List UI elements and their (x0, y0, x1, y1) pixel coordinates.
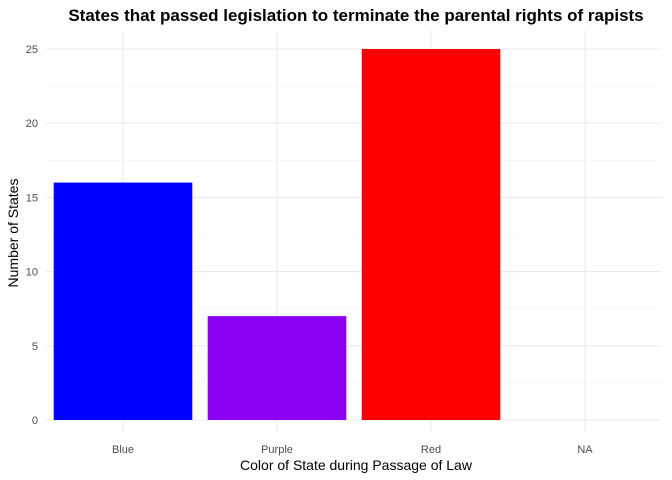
y-tick-label: 25 (26, 44, 38, 56)
y-axis-ticks: 0 5 10 15 20 25 (26, 44, 38, 427)
bar-blue (53, 182, 193, 420)
x-tick-label: Purple (261, 444, 293, 456)
bars (53, 49, 501, 420)
bar-purple (207, 316, 347, 420)
x-tick-label: Red (421, 444, 441, 456)
x-axis-ticks: Blue Purple Red NA (112, 444, 593, 456)
y-tick-label: 0 (32, 415, 38, 427)
x-tick-label: Blue (112, 444, 134, 456)
y-tick-label: 5 (32, 341, 38, 353)
x-tick-label: NA (577, 444, 593, 456)
y-axis-label: Number of States (5, 179, 21, 288)
bar-red (361, 49, 501, 420)
x-axis-label: Color of State during Passage of Law (240, 457, 473, 473)
y-tick-label: 20 (26, 118, 38, 130)
chart-title: States that passed legislation to termin… (68, 6, 643, 25)
y-tick-label: 10 (26, 267, 38, 279)
y-tick-label: 15 (26, 192, 38, 204)
